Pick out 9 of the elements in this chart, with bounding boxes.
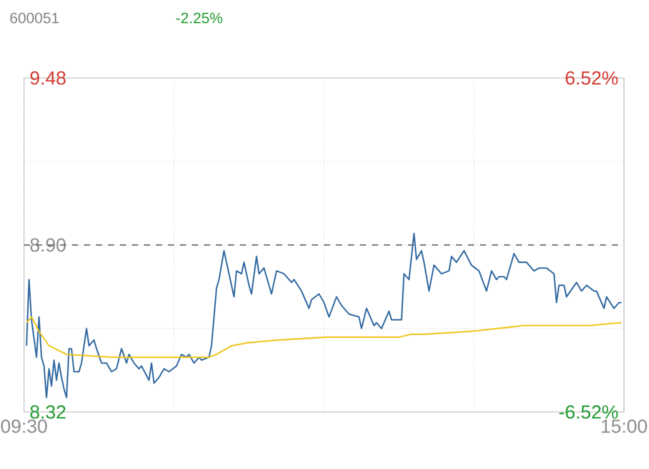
y-tick-label: 8.90 (30, 238, 66, 252)
y2-tick-label: -6.52% (559, 405, 618, 419)
chart-title: 600051 (10, 12, 59, 24)
y-tick-label: 8.32 (30, 405, 66, 419)
x-tick-label: 15:00 (602, 420, 647, 433)
chart-subtitle: -2.25% (176, 12, 222, 24)
y-tick-label: 9.48 (30, 71, 66, 85)
x-tick-label: 09:30 (1, 420, 47, 433)
y2-tick-label: 6.52% (566, 71, 618, 85)
